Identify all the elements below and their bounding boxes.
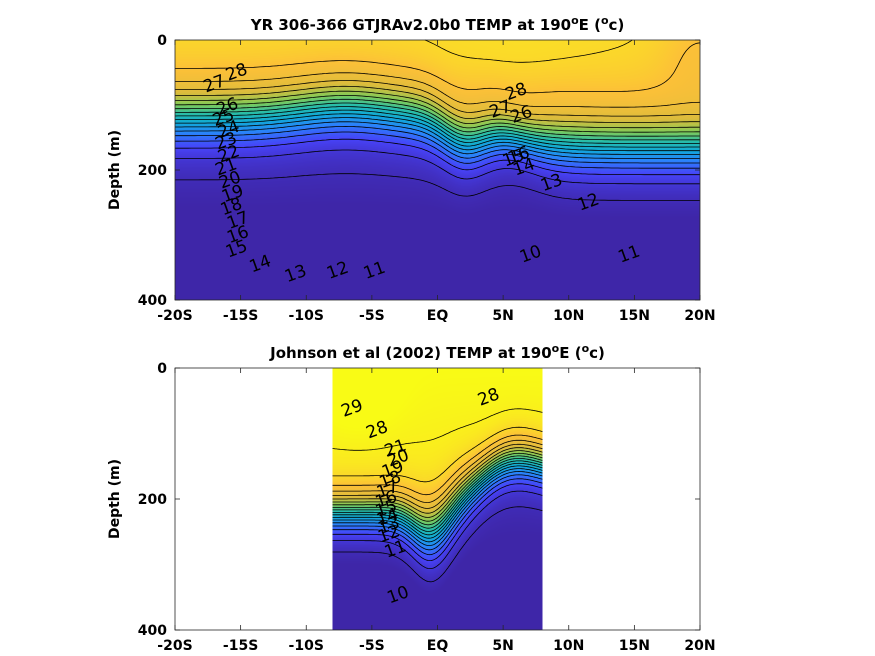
x-tick-label: -5S xyxy=(359,308,385,324)
title-unit-degree: o xyxy=(582,342,590,355)
x-tick-label: -10S xyxy=(289,308,324,324)
contour-line-24 xyxy=(175,85,700,123)
contour-line-24 xyxy=(332,447,543,514)
chart-title: Johnson et al (2002) TEMP at 190oE (oc) xyxy=(269,342,605,362)
contour-line-26 xyxy=(175,72,701,108)
contour-line-26 xyxy=(332,439,543,503)
title-unit-degree: o xyxy=(601,14,609,27)
contour-line-27 xyxy=(175,42,701,94)
title-tail: E ( xyxy=(579,16,601,34)
contour-line-28 xyxy=(332,426,543,483)
contour-line-25 xyxy=(332,443,543,509)
contour-line-15 xyxy=(332,471,543,546)
x-tick-label: -20S xyxy=(157,308,192,324)
y-tick-label: 0 xyxy=(157,361,167,377)
contour-line-16 xyxy=(332,468,543,543)
title-unit: c) xyxy=(589,344,605,362)
x-tick-label: -10S xyxy=(289,638,324,654)
title-degree: o xyxy=(571,14,579,27)
contour-line-15 xyxy=(175,121,700,159)
contour-line-13 xyxy=(332,478,543,556)
y-tick-label: 200 xyxy=(138,163,167,179)
contour-line-18 xyxy=(175,109,700,148)
x-tick-label: 15N xyxy=(619,308,650,324)
contour-line-19 xyxy=(332,460,543,532)
contour-line-20 xyxy=(175,102,700,141)
contour-line-10 xyxy=(332,506,543,583)
x-tick-label: 5N xyxy=(492,308,513,324)
x-tick-label: 10N xyxy=(553,308,584,324)
contour-line-14 xyxy=(175,126,700,164)
contour-line-14 xyxy=(332,474,543,551)
contour-line-28 xyxy=(424,39,633,63)
contour-line-29 xyxy=(332,408,543,451)
contour-line-12 xyxy=(332,483,543,561)
title-main: YR 306-366 GTJRAv2.0b0 TEMP at 190 xyxy=(250,16,571,34)
y-tick-label: 400 xyxy=(138,623,167,639)
contour-line-21 xyxy=(175,98,700,137)
contour-line-12 xyxy=(175,138,700,176)
chart-title: YR 306-366 GTJRAv2.0b0 TEMP at 190oE (oc… xyxy=(250,14,625,34)
x-tick-label: -20S xyxy=(157,638,192,654)
contour-line-18 xyxy=(332,462,543,536)
x-tick-label: 10N xyxy=(553,638,584,654)
x-tick-label: -5S xyxy=(359,638,385,654)
y-tick-label: 0 xyxy=(157,33,167,49)
y-tick-label: 200 xyxy=(138,492,167,508)
y-axis-label: Depth (m) xyxy=(107,459,123,539)
contour-line-11 xyxy=(332,490,543,569)
contour-line-23 xyxy=(175,90,700,129)
contour-line-23 xyxy=(332,450,543,518)
contour-line-17 xyxy=(175,113,700,152)
contour-line-22 xyxy=(175,95,700,133)
x-tick-label: 15N xyxy=(619,638,650,654)
y-axis-label: Depth (m) xyxy=(107,130,123,210)
contour-line-10 xyxy=(175,173,700,201)
contour-line-11 xyxy=(175,149,700,185)
x-tick-label: 20N xyxy=(684,308,715,324)
title-degree: o xyxy=(552,342,560,355)
title-unit: c) xyxy=(609,16,625,34)
x-tick-label: -15S xyxy=(223,308,258,324)
contour-line-17 xyxy=(332,465,543,539)
y-tick-label: 400 xyxy=(138,293,167,309)
contour-line-21 xyxy=(332,455,543,526)
contour-line-19 xyxy=(174,106,700,144)
x-tick-label: 5N xyxy=(492,638,513,654)
x-tick-label: EQ xyxy=(427,308,449,324)
contour-line-22 xyxy=(332,452,543,522)
title-main: Johnson et al (2002) TEMP at 190 xyxy=(269,344,552,362)
x-tick-label: 20N xyxy=(684,638,715,654)
x-tick-label: EQ xyxy=(427,638,449,654)
temperature-field xyxy=(175,40,700,300)
contour-line-27 xyxy=(332,434,543,496)
contour-line-20 xyxy=(332,458,543,529)
contour-line-16 xyxy=(175,117,700,155)
x-tick-label: -15S xyxy=(223,638,258,654)
contour-line-25 xyxy=(175,80,700,117)
contour-line-13 xyxy=(175,131,700,169)
title-tail: E ( xyxy=(559,344,581,362)
